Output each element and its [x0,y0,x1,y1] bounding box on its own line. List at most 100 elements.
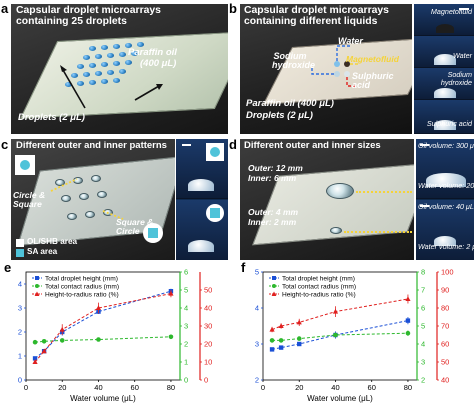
data-point [269,347,275,352]
panel-label-c: c [1,137,9,152]
red-tick-label: 50 [441,358,449,367]
red-tick-label: 40 [441,376,449,385]
data-point [168,334,174,340]
inset-side-view [176,200,228,260]
x-tick-label: 0 [24,383,28,392]
series-line [272,332,408,341]
inset-label-water-2: Water volume: 2 μL [418,242,474,251]
data-point [296,336,302,341]
circle-pattern-icon [143,223,163,243]
data-point [269,338,275,343]
photo-droplet-array [11,4,228,134]
droplet [77,64,84,69]
panel-label-e: e [4,262,11,275]
droplet [101,45,108,50]
panel-label-f: f [241,262,246,275]
left-tick-label: 3 [18,304,22,313]
data-point [96,337,101,342]
left-tick-label: 2 [255,376,259,385]
data-point [32,356,38,361]
x-tick-label: 80 [404,383,412,392]
panel-label-b: b [229,1,237,16]
legend-label: Total droplet height (mm) [45,275,118,282]
green-tick-label: 1 [184,358,188,367]
droplet [137,42,144,47]
data-point [333,332,338,338]
scale-bar [420,205,429,207]
scale-bar [420,144,429,146]
data-point [269,326,275,332]
x-tick-label: 20 [295,383,303,392]
droplet [71,73,78,78]
red-tick-label: 70 [441,322,449,331]
data-point [278,345,284,350]
dotted-leader [356,191,412,193]
droplet [77,81,84,86]
square-pattern-icon [210,208,220,218]
droplet [83,55,90,60]
droplet [89,80,96,85]
inset-sodium-hydroxide [414,68,474,100]
panel-label-d: d [229,137,237,152]
droplet [95,54,102,59]
droplet [65,82,72,87]
droplet [83,72,90,77]
legend-label: Height-to-radius ratio (%) [282,291,356,298]
inset-label-oil-300: Oil volume: 300 μL [418,141,474,150]
inset-sulphuric-acid [414,100,474,134]
droplet [91,175,101,182]
label-square-circle: Square & Circle [116,217,154,236]
droplet [131,51,138,56]
series-line [271,320,409,350]
label-inner-6mm: Inner: 6 mm [248,173,297,183]
small-droplet [330,227,342,234]
legend-swatch-ol [16,239,24,247]
data-point [41,339,47,344]
label-inner-2mm: Inner: 2 mm [248,217,297,227]
legend-ol-shb-area: OL/SHB area [27,237,78,246]
label-paraffin-volume: (400 μL) [140,58,177,69]
green-tick-label: 3 [184,322,188,331]
green-tick-label: 2 [184,340,188,349]
droplet-image [434,236,456,246]
inset-strip [414,4,474,134]
droplet-image [426,173,466,187]
red-tick-label: 100 [441,268,454,277]
inset-label-sulphuric-acid: Sulphuric acid [426,119,472,128]
large-droplet [326,183,354,199]
droplet-image [436,24,454,33]
data-point [405,296,411,301]
arrow-annotations [60,65,163,109]
red-tick-label: 50 [204,286,212,295]
x-tick-label: 40 [94,383,102,392]
left-tick-label: 3 [255,340,259,349]
droplet [95,71,102,76]
legend-label: Total contact radius (mm) [282,283,356,290]
photo-different-liquids [240,4,412,134]
pattern-markers [50,178,124,220]
green-tick-label: 2 [421,376,425,385]
red-tick-label: 30 [204,322,212,331]
green-tick-label: 8 [421,268,425,277]
droplet [107,70,114,75]
legend-label: Height-to-radius ratio (%) [45,291,119,298]
data-point [95,305,102,310]
circle-pattern-icon [206,204,224,222]
panel-c: c Different outer and inner patterns Cir… [0,136,228,260]
label-paraffin-oil: Paraffin oil (400 μL) [246,98,334,109]
droplet [101,79,108,84]
label-sulphuric-acid: Sulphuric acid [352,71,394,91]
legend-swatch-sa [16,249,24,257]
droplet [79,193,89,200]
left-tick-label: 1 [18,352,22,361]
x-tick-label: 60 [131,383,139,392]
panel-c-title: Different outer and inner patterns [16,140,167,151]
square-pattern-icon [15,155,35,175]
legend-sa-area: SA area [27,247,58,256]
label-droplets: Droplets (2 μL) [246,110,313,121]
droplet [107,53,114,58]
droplet [125,43,132,48]
chart-f-svg: f 2 3 4 5 2 3 4 5 6 7 8 40 50 60 70 80 90 100 0 20 40 60 80 Wate… [241,262,454,403]
inset-label-sodium-hydroxide: Sodium hydroxide [440,70,472,87]
data-point [296,319,302,325]
